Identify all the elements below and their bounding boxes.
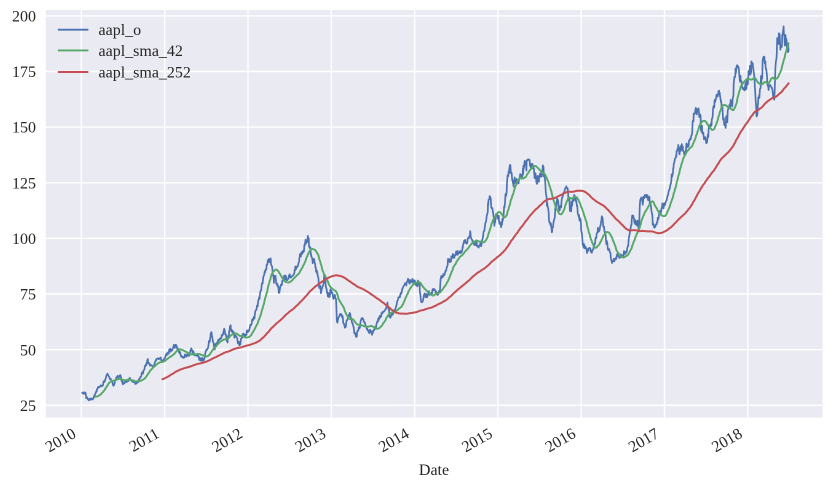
- svg-text:2014: 2014: [376, 425, 412, 456]
- svg-text:25: 25: [20, 398, 36, 415]
- svg-text:75: 75: [20, 287, 36, 304]
- svg-text:100: 100: [12, 231, 36, 248]
- svg-text:aapl_sma_252: aapl_sma_252: [99, 65, 191, 82]
- svg-text:2018: 2018: [709, 425, 745, 456]
- svg-text:Date: Date: [419, 462, 449, 479]
- svg-text:2017: 2017: [626, 425, 662, 456]
- svg-text:125: 125: [12, 175, 36, 192]
- svg-text:2012: 2012: [209, 425, 245, 456]
- svg-text:2011: 2011: [127, 425, 163, 455]
- svg-text:2016: 2016: [543, 425, 579, 456]
- svg-text:200: 200: [12, 9, 36, 26]
- svg-text:2013: 2013: [293, 425, 329, 456]
- svg-text:150: 150: [12, 120, 36, 137]
- svg-text:aapl_o: aapl_o: [99, 22, 142, 39]
- svg-text:aapl_sma_42: aapl_sma_42: [99, 43, 183, 60]
- svg-text:2010: 2010: [43, 425, 79, 456]
- svg-text:2015: 2015: [459, 425, 495, 456]
- svg-text:175: 175: [12, 64, 36, 81]
- svg-text:50: 50: [20, 342, 36, 359]
